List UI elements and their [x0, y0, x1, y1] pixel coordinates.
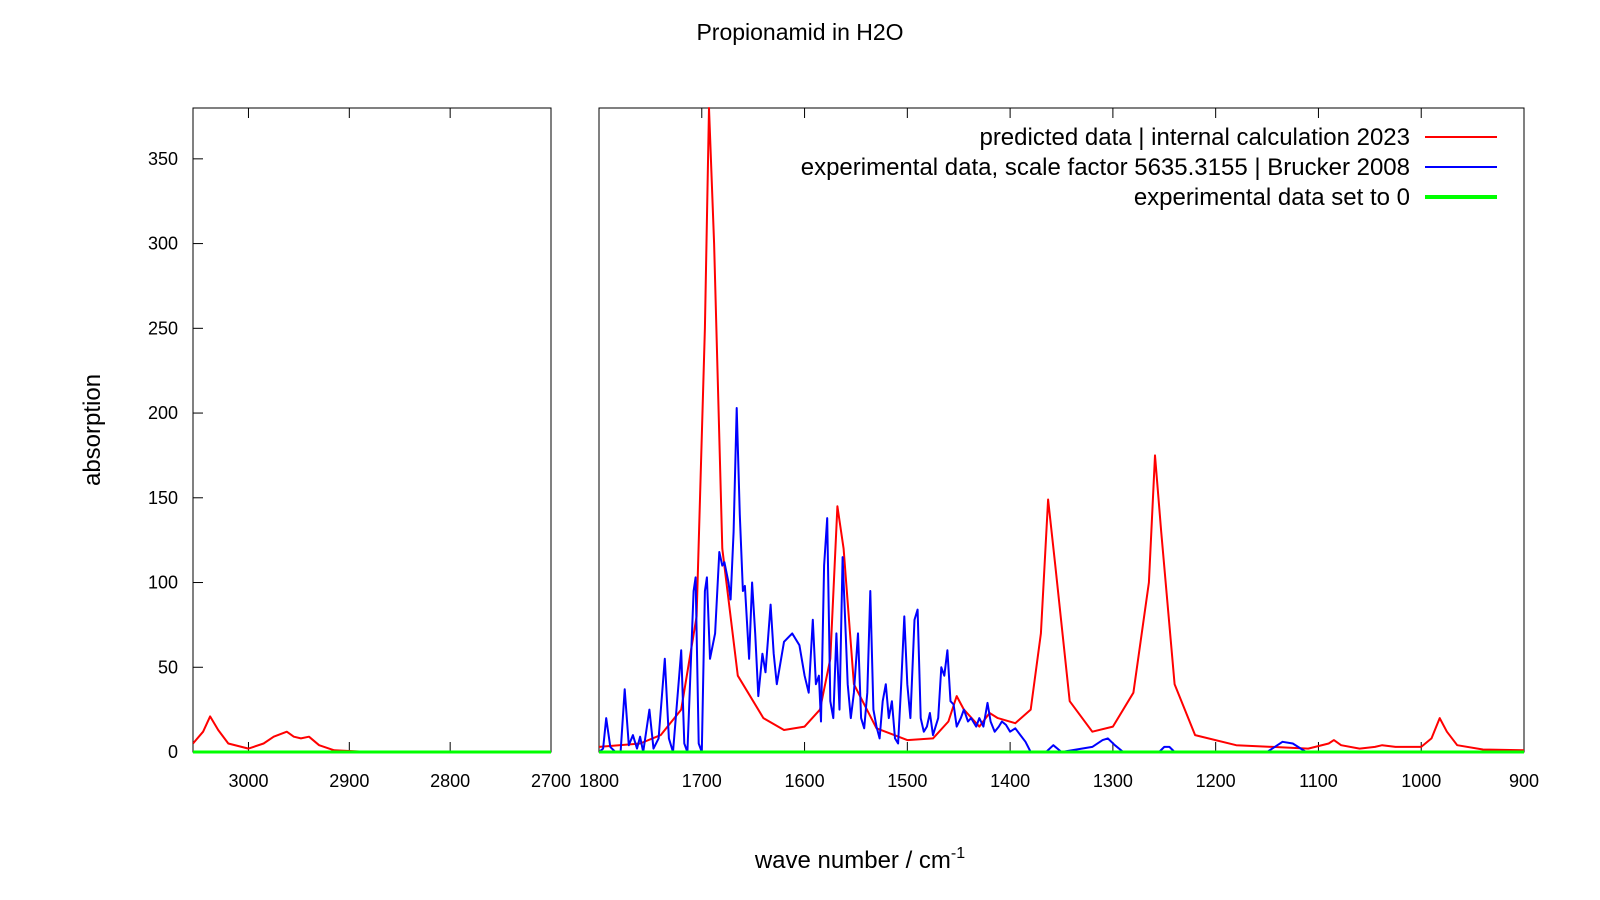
x-tick-label: 1500 [887, 771, 927, 791]
x-tick-label: 3000 [228, 771, 268, 791]
x-axis-label: wave number / cm-1 [754, 845, 965, 874]
series-line-1-panel-1 [193, 715, 551, 753]
x-tick-label: 1100 [1299, 771, 1338, 791]
x-tick-label: 2800 [430, 771, 470, 791]
legend-label: experimental data set to 0 [1134, 184, 1410, 211]
x-tick-label: 1700 [682, 771, 722, 791]
y-tick-label: 100 [148, 573, 178, 593]
legend-label: experimental data, scale factor 5635.315… [801, 154, 1410, 181]
y-tick-label: 350 [148, 149, 178, 169]
y-tick-label: 50 [158, 657, 178, 677]
x-tick-label: 2900 [329, 771, 369, 791]
x-tick-label: 1000 [1401, 771, 1441, 791]
series-line-2-panel-2 [599, 407, 1524, 753]
x-tick-label: 1300 [1093, 771, 1133, 791]
x-tick-label: 1200 [1196, 771, 1236, 791]
y-tick-label: 300 [148, 234, 178, 254]
y-axis-label: absorption [79, 374, 106, 486]
plot-frame [192, 107, 552, 753]
left-panel: 3000 2900 2800 2700 0 50 100 150 200 250 300 350 [148, 107, 571, 791]
x-tick-label: 1600 [785, 771, 825, 791]
chart-title: Propionamid in H2O [696, 19, 903, 45]
y-tick-label: 200 [148, 403, 178, 423]
x-tick-label: 900 [1509, 771, 1539, 791]
x-axis-label-superscript: -1 [951, 845, 965, 862]
right-panel: 1800 1700 1600 1500 1400 1300 1200 1100 1000 900 [579, 107, 1539, 791]
y-tick-label: 250 [148, 318, 178, 338]
series-layer [193, 107, 1524, 754]
legend: predicted data | internal calculation 20… [801, 124, 1497, 211]
x-axis-label-main: wave number / cm [754, 847, 951, 874]
y-tick-label: 150 [148, 488, 178, 508]
y-tick-label: 0 [168, 742, 178, 762]
series-line-1-panel-2 [599, 107, 1524, 752]
x-tick-label: 1800 [579, 771, 619, 791]
legend-label: predicted data | internal calculation 20… [979, 124, 1410, 151]
x-tick-label: 2700 [531, 771, 571, 791]
x-tick-label: 1400 [990, 771, 1030, 791]
